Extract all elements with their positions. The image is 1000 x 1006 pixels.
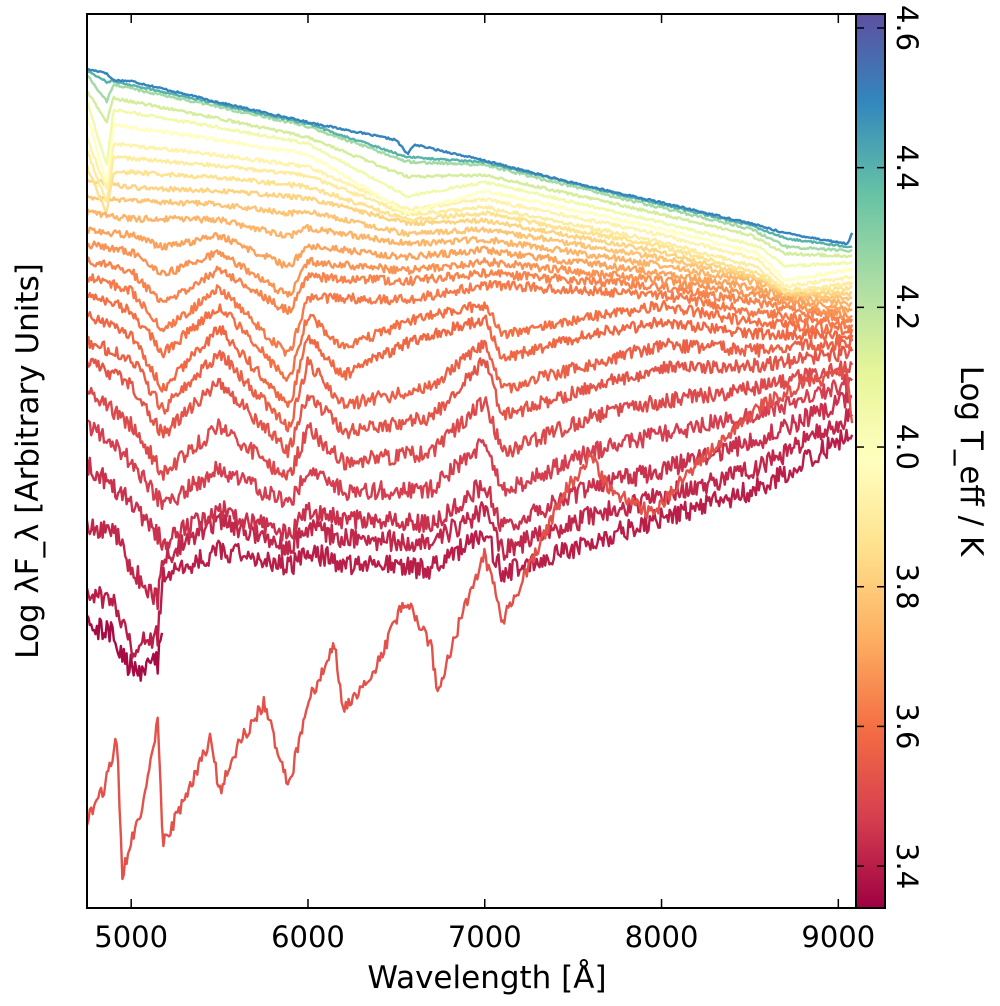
spectrum-line <box>87 90 853 259</box>
plot-frame <box>86 13 857 909</box>
spectrum-line <box>87 345 854 459</box>
x-axis-label: Wavelength [Å] <box>367 960 606 996</box>
colorbar-ticks: 3.4 3.6 3.8 4.0 4.2 4.4 4.6 <box>856 5 924 889</box>
spectrum-line <box>87 373 853 511</box>
spectrum-line <box>87 256 854 325</box>
spectrum-line <box>87 178 853 298</box>
spectrum-line <box>87 360 854 481</box>
spectrum-line <box>87 226 853 314</box>
spectrum-line <box>87 335 854 433</box>
spectrum-line <box>87 428 854 659</box>
colorbar-tick-label: 4.4 <box>890 145 924 191</box>
colorbar-tick-label: 4.0 <box>890 424 924 470</box>
spectrum-line <box>87 149 854 294</box>
x-tick-label: 7000 <box>448 920 522 954</box>
spectrum-line <box>87 614 164 682</box>
spectrum-line <box>87 388 853 551</box>
colorbar-tick-label: 3.4 <box>890 843 924 889</box>
spectrum-line <box>87 67 854 246</box>
spectrum-line <box>87 365 854 881</box>
colorbar-tick-label: 3.8 <box>890 564 924 610</box>
spectrum-line <box>87 292 854 382</box>
x-tick-label: 6000 <box>271 920 345 954</box>
x-tick-label: 8000 <box>625 920 699 954</box>
colorbar-tick-label: 4.6 <box>890 5 924 51</box>
spectrum-line <box>87 208 853 308</box>
spectrum-line <box>87 194 853 302</box>
spectrum-line <box>87 164 853 294</box>
colorbar-tick-label: 4.2 <box>890 284 924 330</box>
colorbar <box>855 13 886 909</box>
colorbar-label: Log T_eff / K <box>953 366 989 557</box>
spectrum-line <box>87 101 853 268</box>
spectrum-line <box>87 136 854 289</box>
x-tick-label: 9000 <box>801 920 875 954</box>
spectrum-line <box>87 240 854 320</box>
series-layer <box>87 67 854 881</box>
x-tick-label: 5000 <box>94 920 168 954</box>
y-axis-label: Log λF_λ [Arbitrary Units] <box>10 263 46 659</box>
x-axis-ticks: 5000 6000 7000 8000 9000 <box>94 14 875 954</box>
spectrum-line <box>87 273 854 357</box>
spectrum-line <box>87 311 854 408</box>
spectrum-line <box>87 115 854 283</box>
spectrum-line <box>87 74 853 253</box>
colorbar-tick-label: 3.6 <box>890 703 924 749</box>
